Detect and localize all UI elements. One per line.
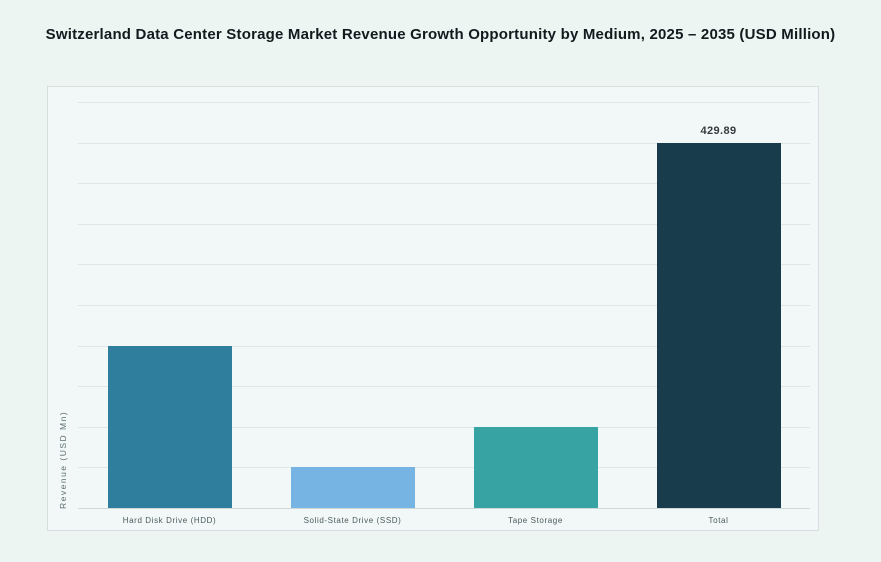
chart-panel: Revenue (USD Mn) Hard Disk Drive (HDD) So…: [47, 86, 819, 531]
gridline: [78, 264, 810, 266]
bar-slot: 429.89 Total: [627, 102, 810, 525]
bar-slot: Tape Storage: [444, 102, 627, 525]
plot-area: Hard Disk Drive (HDD) Solid-State Drive (…: [78, 102, 810, 525]
x-axis-label: Solid-State Drive (SSD): [303, 516, 402, 525]
y-axis-label: Revenue (USD Mn): [58, 410, 68, 509]
bar-solid-state-drive-ssd: [290, 467, 415, 508]
gridline: [78, 183, 810, 185]
x-axis-label: Total: [708, 516, 729, 525]
bar-tape-storage: [473, 426, 598, 508]
gridline: [78, 223, 810, 225]
bar-slot: Solid-State Drive (SSD): [261, 102, 444, 525]
x-axis-label: Hard Disk Drive (HDD): [122, 516, 217, 525]
gridline: [78, 142, 810, 144]
gridline: [78, 386, 810, 388]
gridline: [78, 305, 810, 306]
bar-slot: Hard Disk Drive (HDD): [78, 102, 261, 525]
x-axis-label: Tape Storage: [508, 516, 563, 525]
chart-title: Switzerland Data Center Storage Market R…: [45, 26, 836, 43]
bar-hard-disk-drive-hdd: [107, 345, 232, 508]
bar-slots: Hard Disk Drive (HDD) Solid-State Drive (…: [78, 102, 810, 525]
gridline: [78, 102, 810, 103]
bar-total: 429.89: [656, 125, 781, 508]
gridline: [78, 467, 810, 469]
gridline: [78, 345, 810, 347]
gridline: [78, 426, 810, 428]
bar-value-label: 429.89: [700, 124, 737, 137]
